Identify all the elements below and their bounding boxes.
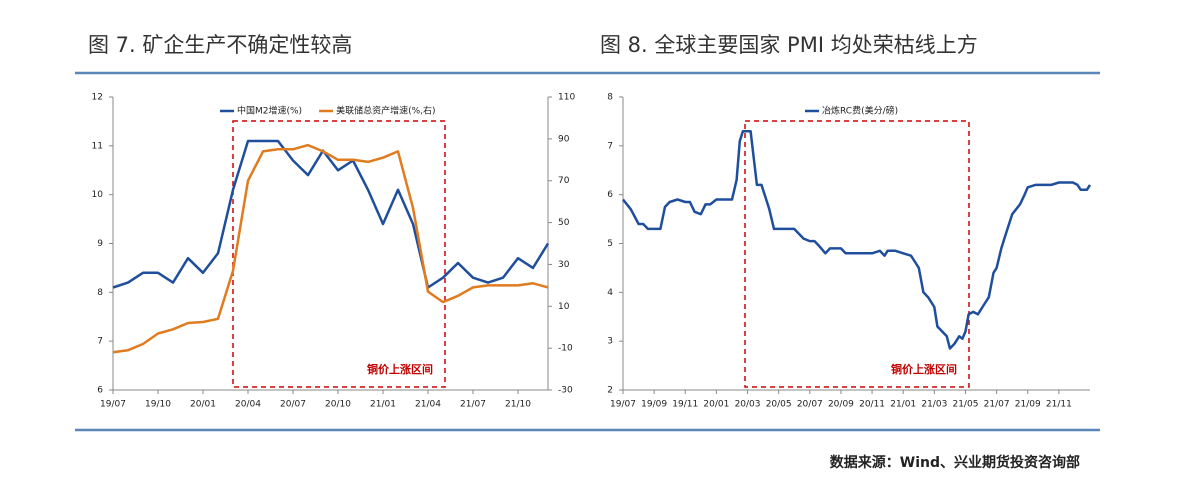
- x-tick-label: 21/09: [1015, 400, 1041, 410]
- y-tick-label: 4: [607, 288, 613, 298]
- y-tick-label: 11: [92, 141, 103, 151]
- y2-tick-label: 110: [558, 93, 575, 103]
- x-tick-label: 20/05: [766, 400, 792, 410]
- x-tick-label: 21/11: [1046, 400, 1072, 410]
- x-tick-label: 20/11: [859, 400, 885, 410]
- y2-tick-label: 70: [558, 176, 570, 186]
- x-tick-label: 21/07: [460, 400, 486, 410]
- y2-tick-label: 90: [558, 134, 570, 144]
- y2-tick-label: 30: [558, 260, 570, 270]
- y-tick-label: 12: [92, 93, 103, 103]
- series-line: [112, 143, 549, 354]
- legend-label: 中国M2增速(%): [237, 105, 302, 117]
- x-tick-label: 20/10: [325, 400, 351, 410]
- legend-label: 美联储总资产增速(%,右): [336, 105, 435, 117]
- series-line: [622, 129, 1092, 350]
- y-tick-label: 10: [92, 190, 104, 200]
- y-tick-label: 6: [607, 190, 613, 200]
- x-tick-label: 19/07: [100, 400, 126, 410]
- x-tick-label: 21/01: [890, 400, 916, 410]
- x-tick-label: 19/11: [672, 400, 698, 410]
- y-tick-label: 6: [97, 386, 103, 396]
- x-tick-label: 20/01: [190, 400, 216, 410]
- highlight-region: [232, 120, 446, 388]
- x-tick-label: 20/07: [797, 400, 823, 410]
- source-note: 数据来源：Wind、兴业期货投资咨询部: [830, 454, 1080, 471]
- y-tick-label: 7: [607, 141, 613, 151]
- x-tick-label: 21/03: [921, 400, 947, 410]
- y-tick-label: 5: [607, 239, 613, 249]
- highlight-region: [744, 120, 970, 388]
- y-tick-label: 8: [97, 288, 103, 298]
- y2-tick-label: 50: [558, 218, 570, 228]
- x-tick-label: 19/09: [641, 400, 667, 410]
- x-tick-label: 20/03: [735, 400, 761, 410]
- x-tick-label: 20/07: [280, 400, 306, 410]
- x-tick-label: 21/01: [370, 400, 396, 410]
- figure-title: 图 7. 矿企生产不确定性较高: [88, 33, 352, 57]
- figure-title: 图 8. 全球主要国家 PMI 均处荣枯线上方: [600, 33, 978, 57]
- y-tick-label: 7: [97, 337, 103, 347]
- y2-tick-label: 10: [558, 302, 570, 312]
- y2-tick-label: -10: [558, 344, 573, 354]
- x-tick-label: 19/07: [610, 400, 636, 410]
- y2-tick-label: -30: [558, 386, 573, 396]
- annotation: 铜价上涨区间: [366, 362, 433, 376]
- y-tick-label: 2: [607, 386, 613, 396]
- series-line: [112, 139, 550, 289]
- x-tick-label: 21/05: [952, 400, 978, 410]
- x-tick-label: 19/10: [145, 400, 171, 410]
- x-tick-label: 20/01: [703, 400, 729, 410]
- x-tick-label: 20/04: [235, 400, 261, 410]
- x-tick-label: 21/07: [984, 400, 1010, 410]
- x-tick-label: 21/10: [505, 400, 531, 410]
- y-tick-label: 8: [607, 93, 613, 103]
- x-tick-label: 20/09: [828, 400, 854, 410]
- y-tick-label: 3: [607, 337, 613, 347]
- legend-label: 冶炼RC费(美分/磅): [822, 105, 898, 117]
- y-tick-label: 9: [97, 239, 103, 249]
- annotation: 铜价上涨区间: [890, 362, 957, 376]
- x-tick-label: 21/04: [415, 400, 441, 410]
